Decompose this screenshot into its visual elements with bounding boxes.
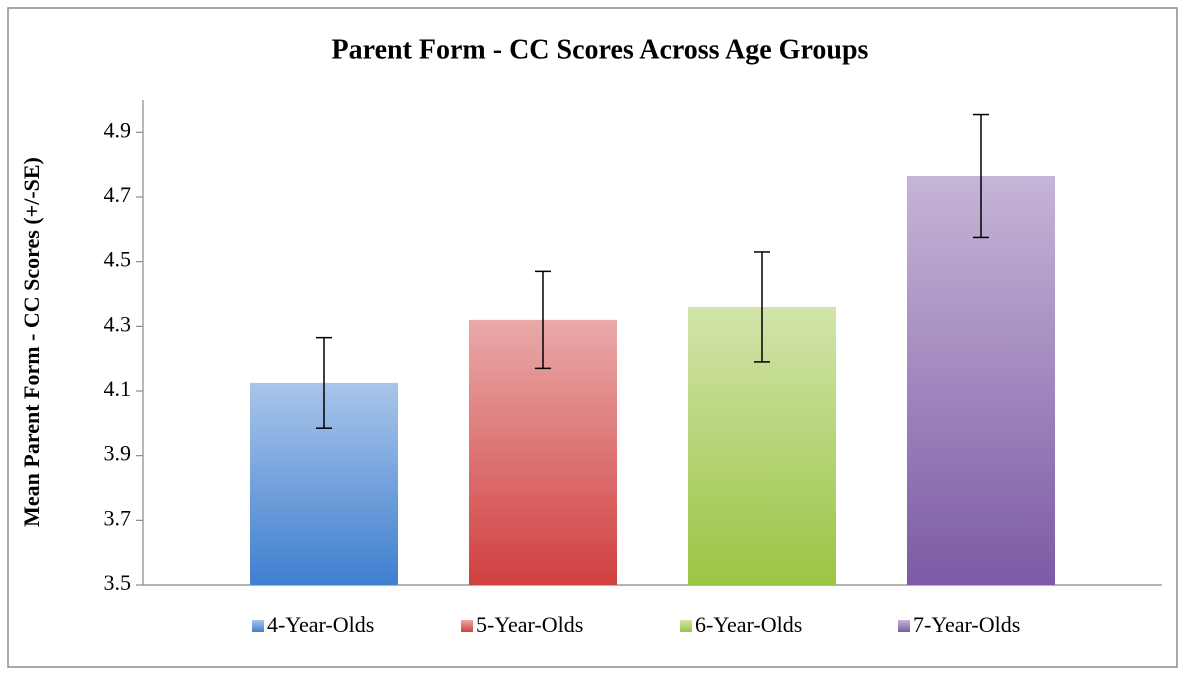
chart-title: Parent Form - CC Scores Across Age Group… — [332, 34, 869, 65]
y-tick-label: 3.9 — [104, 441, 132, 466]
legend-swatch — [898, 620, 910, 632]
legend-label: 5-Year-Olds — [476, 612, 583, 637]
y-axis-label: Mean Parent Form - CC Scores (+/-SE) — [19, 157, 44, 527]
y-tick-label: 3.7 — [104, 505, 132, 530]
y-tick-label: 4.9 — [104, 117, 132, 142]
legend-label: 6-Year-Olds — [695, 612, 802, 637]
bar — [907, 175, 1055, 585]
y-tick-label: 4.3 — [104, 311, 132, 336]
legend-swatch — [252, 620, 264, 632]
y-tick-label: 3.5 — [104, 570, 132, 595]
y-tick-label: 4.7 — [104, 182, 132, 207]
legend-swatch — [680, 620, 692, 632]
legend-label: 4-Year-Olds — [267, 612, 374, 637]
y-tick-label: 4.1 — [104, 376, 132, 401]
legend-swatch — [461, 620, 473, 632]
legend-label: 7-Year-Olds — [913, 612, 1020, 637]
y-tick-label: 4.5 — [104, 247, 132, 272]
